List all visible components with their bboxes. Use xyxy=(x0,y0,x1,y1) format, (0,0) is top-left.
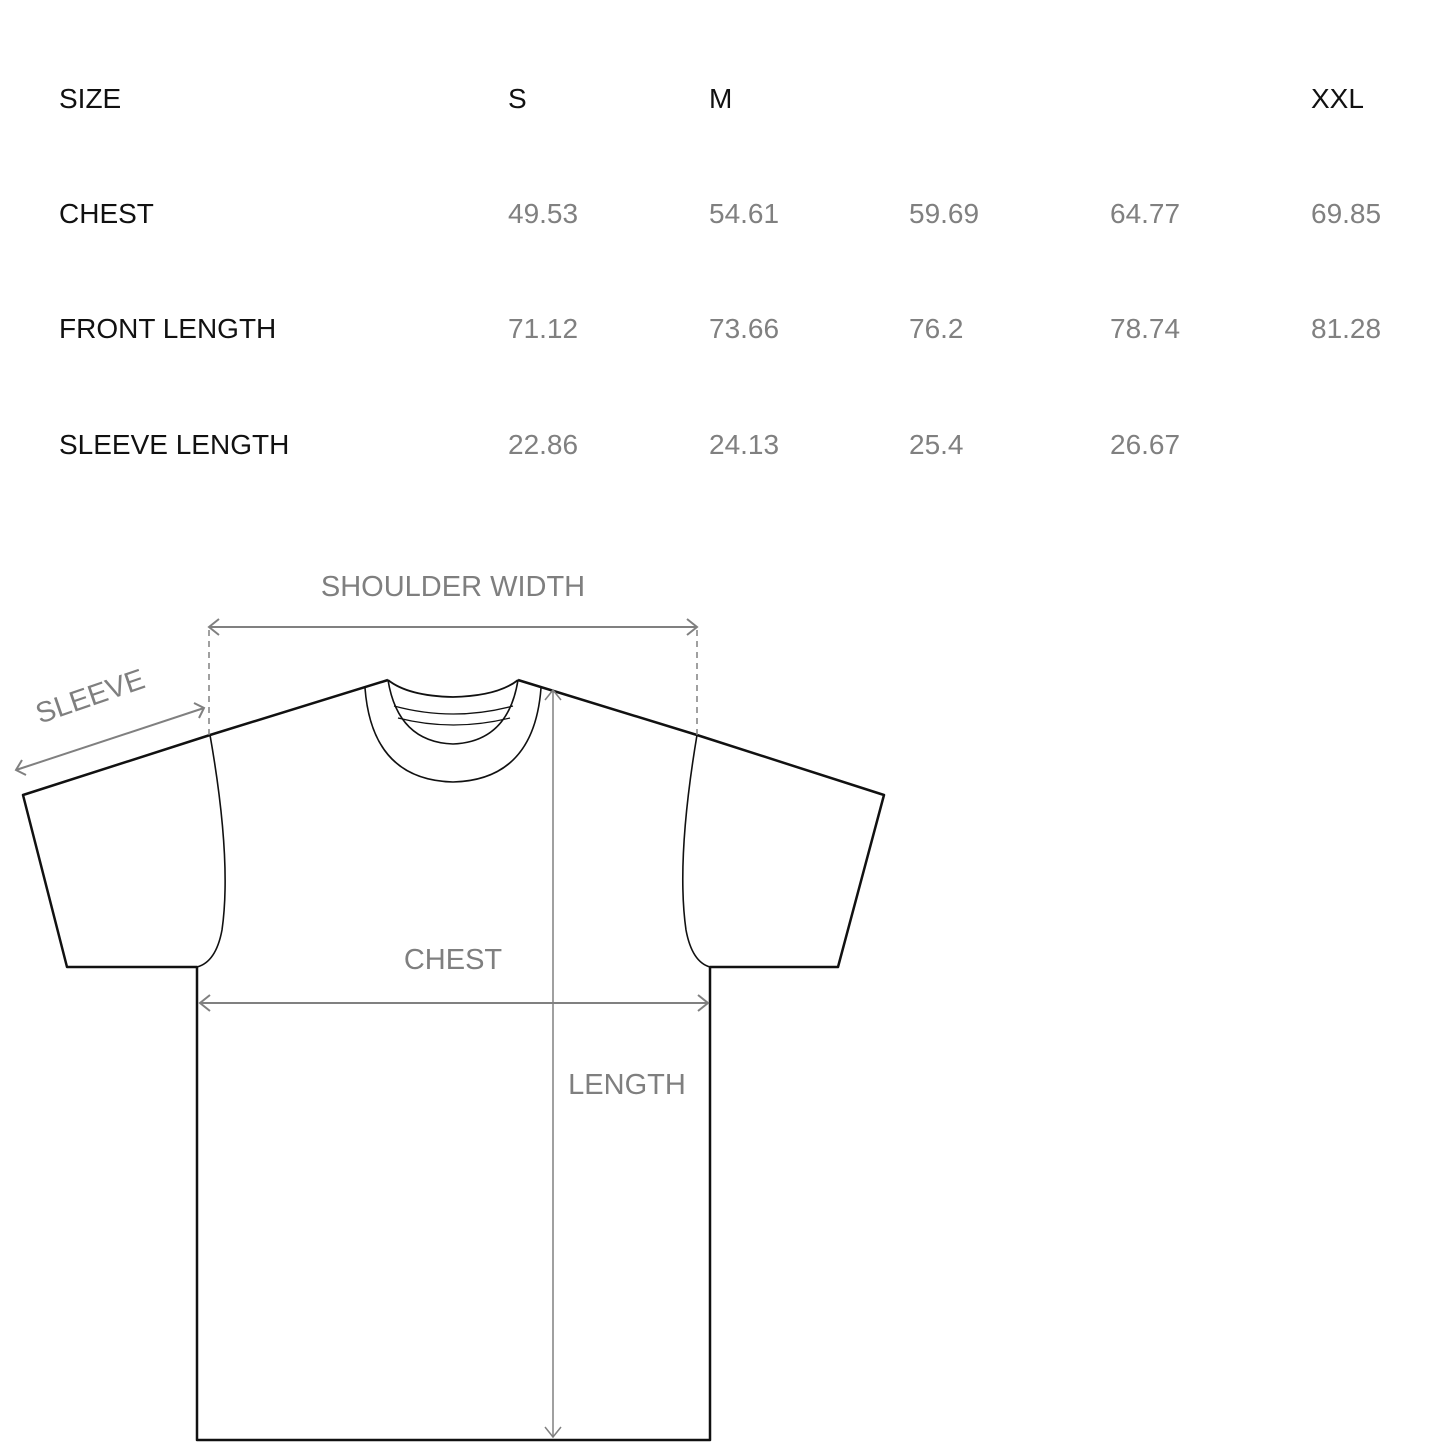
shirt-body xyxy=(21,678,886,1442)
cell-value: 76.2 xyxy=(909,313,964,344)
collar-stitch-2 xyxy=(397,717,511,726)
collar-inner xyxy=(387,679,519,745)
cell-value: 26.67 xyxy=(1110,429,1181,460)
cell-value: 25.4 xyxy=(909,429,964,460)
size-m: M xyxy=(709,83,733,114)
tshirt-outline xyxy=(21,678,886,1442)
cell-value: 78.74 xyxy=(1110,313,1181,344)
sleeve-arrow xyxy=(14,702,206,776)
cell-value: 73.66 xyxy=(709,313,780,344)
neck-top xyxy=(387,679,519,698)
size-header-label: SIZE xyxy=(59,83,122,114)
cell-value: 59.69 xyxy=(909,198,980,229)
cell-value: 54.61 xyxy=(709,198,780,229)
right-armhole xyxy=(681,734,711,968)
cell-value: 24.13 xyxy=(709,429,780,460)
size-s: S xyxy=(508,83,527,114)
cell-value: 81.28 xyxy=(1311,313,1382,344)
row-label: CHEST xyxy=(59,198,154,229)
cell-value: 49.53 xyxy=(508,198,579,229)
shoulder-width-arrow xyxy=(207,618,699,636)
collar-stitch-1 xyxy=(393,705,514,715)
length-label: LENGTH xyxy=(568,1069,686,1101)
row-label: SLEEVE LENGTH xyxy=(59,429,290,460)
chest-label: CHEST xyxy=(404,944,503,976)
shoulder-width-label: SHOULDER WIDTH xyxy=(321,571,585,603)
left-armhole xyxy=(196,734,226,968)
measurement-lines xyxy=(14,618,710,1439)
cell-value: 64.77 xyxy=(1110,198,1181,229)
length-arrow xyxy=(544,688,562,1439)
sleeve-label: SLEEVE xyxy=(32,663,149,730)
cell-value: 69.85 xyxy=(1311,198,1382,229)
cell-value: 71.12 xyxy=(508,313,579,344)
row-label: FRONT LENGTH xyxy=(59,313,277,344)
size-xxl: XXL xyxy=(1311,83,1364,114)
collar-outer xyxy=(364,687,542,783)
cell-value: 22.86 xyxy=(508,429,579,460)
chest-arrow xyxy=(198,994,710,1012)
